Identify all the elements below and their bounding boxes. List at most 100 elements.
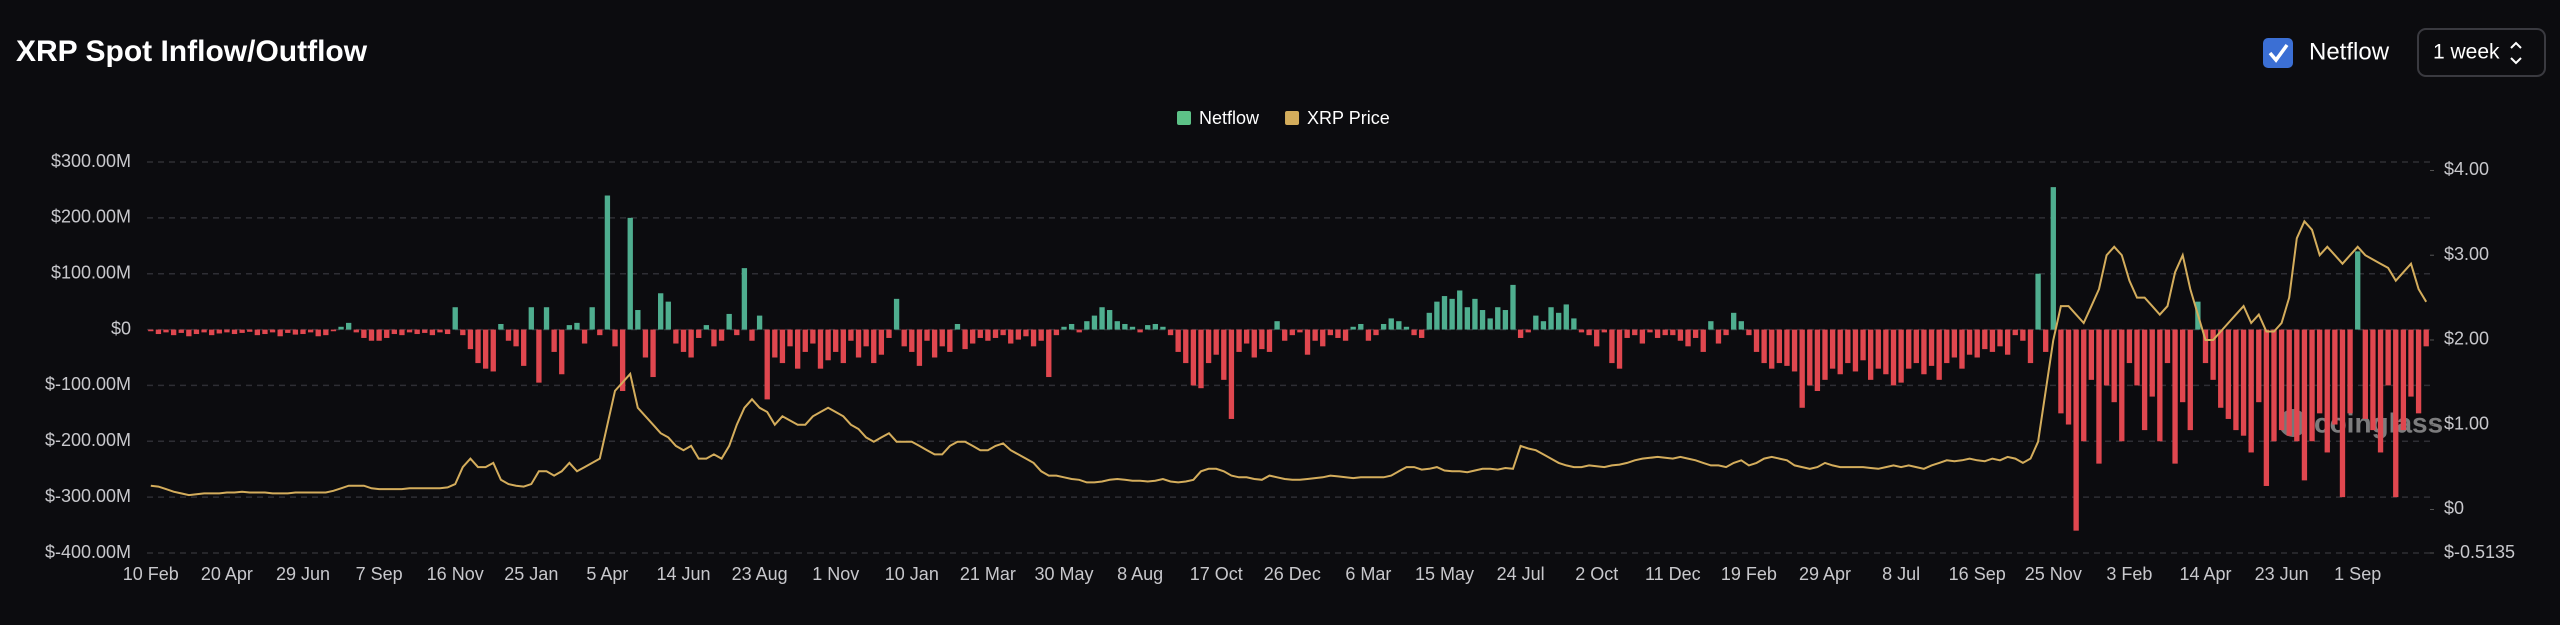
bar (1434, 301, 1440, 330)
period-select[interactable]: 1 week (2417, 28, 2546, 77)
bar (1883, 329, 1889, 375)
select-box[interactable] (2417, 28, 2546, 77)
bar (1906, 329, 1912, 369)
bar (422, 329, 428, 333)
bar (262, 329, 268, 335)
bar (2126, 329, 2133, 364)
bar (384, 329, 390, 338)
bar (658, 293, 664, 330)
netflow-toggle[interactable]: Netflow (2263, 38, 2390, 68)
bar (536, 329, 542, 383)
legend-swatch (1285, 111, 1300, 125)
bar (1616, 329, 1623, 369)
bar (756, 315, 763, 330)
bar (216, 329, 222, 334)
bar (2362, 329, 2368, 419)
bar (1053, 329, 1060, 336)
bar (665, 301, 671, 330)
bar (1342, 329, 1349, 341)
checkbox-label[interactable]: Netflow (2309, 38, 2390, 65)
bar (1852, 329, 1859, 372)
bar (1738, 321, 1744, 330)
bar (1129, 326, 1136, 330)
bar (2081, 329, 2087, 442)
bar (2058, 329, 2064, 414)
bar (1107, 310, 1113, 330)
bar (1829, 329, 1836, 369)
bar (1708, 321, 1714, 330)
bar (559, 329, 565, 375)
bar (475, 329, 481, 364)
bar (2355, 251, 2361, 330)
bar (1419, 329, 1425, 338)
legend-item[interactable]: Netflow (1177, 108, 1260, 128)
bar (178, 329, 184, 333)
bar (1495, 307, 1501, 330)
bar (581, 329, 588, 344)
bar (2218, 329, 2224, 408)
bar (1685, 329, 1691, 347)
y-tick-label: $-300.00M (45, 486, 131, 506)
bar (1609, 329, 1615, 364)
bar (985, 329, 991, 341)
bar (855, 329, 862, 358)
bar (1639, 329, 1646, 344)
y-tick-label: $0 (111, 318, 131, 338)
bar (1403, 326, 1410, 330)
bar (734, 329, 740, 336)
watermark-logo (2279, 409, 2307, 437)
bar (2263, 329, 2270, 486)
legend-item[interactable]: XRP Price (1285, 108, 1390, 128)
bar (1076, 329, 1082, 333)
bar (1266, 329, 1273, 352)
bar (1845, 329, 1851, 364)
bar (1312, 329, 1318, 341)
bar (1046, 329, 1052, 378)
bar (1563, 304, 1569, 330)
bar (992, 329, 999, 338)
bar (574, 322, 580, 330)
bar (1692, 329, 1699, 338)
bar (2180, 329, 2186, 403)
bar (871, 329, 877, 364)
bar (2332, 329, 2338, 425)
bar (1380, 323, 1387, 330)
select-value[interactable]: 1 week (2433, 41, 2500, 64)
x-tick-label: 29 Jun (276, 564, 330, 584)
bar (2286, 329, 2292, 436)
bar (2035, 273, 2041, 330)
bar (1099, 307, 1105, 330)
bar (810, 329, 816, 344)
bar (155, 329, 162, 335)
checkbox[interactable] (2263, 38, 2293, 68)
bar (779, 329, 786, 364)
bar (1662, 329, 1668, 336)
bar (2050, 187, 2056, 330)
bar (1213, 329, 1219, 355)
x-tick-label: 15 May (1415, 564, 1474, 584)
bar (2324, 329, 2330, 453)
bar (2149, 329, 2155, 397)
bar (1068, 323, 1075, 330)
bar (2096, 329, 2102, 464)
bar (1746, 329, 1752, 336)
bar (1259, 329, 1265, 350)
x-tick-label: 16 Sep (1949, 564, 2006, 584)
bar (1921, 329, 1927, 375)
bar (1525, 329, 1531, 333)
bar (619, 329, 626, 392)
bar (376, 329, 382, 341)
bar (1548, 307, 1554, 330)
bar (444, 329, 451, 335)
bar (1578, 329, 1585, 333)
bar (1510, 284, 1516, 330)
bar (285, 329, 291, 333)
bar (749, 329, 755, 341)
bar (1297, 329, 1303, 333)
bar (2408, 329, 2414, 397)
bar (718, 329, 725, 341)
bar (909, 329, 915, 352)
bar (2248, 329, 2254, 453)
bar (597, 329, 603, 336)
bar (2271, 329, 2277, 442)
